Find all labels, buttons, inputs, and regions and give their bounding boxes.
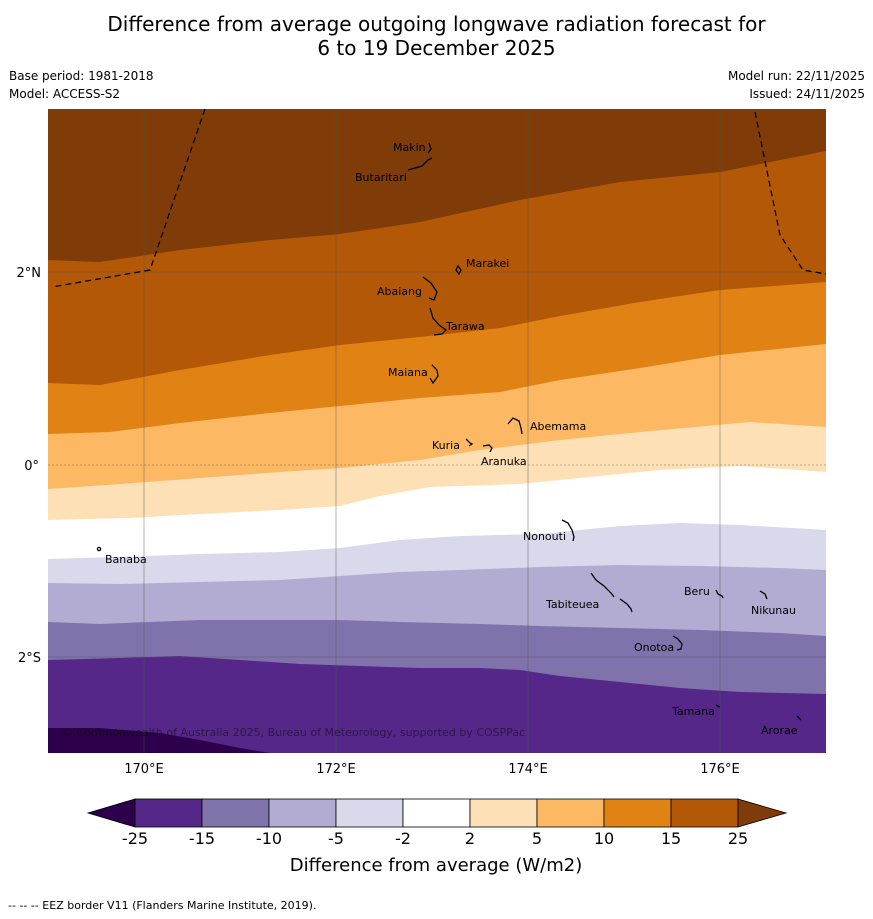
band-lt-minus25 xyxy=(48,728,270,753)
colorbar-bin-2 xyxy=(201,798,270,828)
label-tarawa: Tarawa xyxy=(445,320,485,333)
label-makin: Makin xyxy=(393,141,426,154)
axis-labels: 170°E 172°E 174°E 176°E 2°N 0° 2°S xyxy=(17,266,740,777)
colorbar-label: Difference from average (W/m2) xyxy=(290,855,582,876)
lat-tick-0: 0° xyxy=(24,459,39,474)
lon-tick-176e: 176°E xyxy=(700,762,740,777)
lat-tick-2n: 2°N xyxy=(17,266,42,281)
label-nonouti: Nonouti xyxy=(523,530,566,543)
cb-tick-2: -10 xyxy=(256,829,282,848)
label-onotoa: Onotoa xyxy=(634,641,674,654)
island-makin xyxy=(427,142,432,154)
colorbar-bin-3 xyxy=(268,798,337,828)
cb-tick-1: -15 xyxy=(189,829,215,848)
label-tabiteuea: Tabiteuea xyxy=(545,598,599,611)
cb-tick-9: 25 xyxy=(728,829,748,848)
issued-date: Issued: 24/11/2025 xyxy=(749,87,865,101)
cb-tick-5: 2 xyxy=(465,829,475,848)
island-banaba xyxy=(96,546,102,552)
island-nikunau xyxy=(759,590,768,600)
cb-tick-4: -2 xyxy=(395,829,411,848)
contour-fill xyxy=(48,109,826,753)
model-run: Model run: 22/11/2025 xyxy=(727,69,865,83)
colorbar-bin-9 xyxy=(670,798,739,828)
eez-border-east xyxy=(754,111,827,275)
islands xyxy=(96,142,802,721)
island-marakei xyxy=(455,264,462,276)
cb-tick-6: 5 xyxy=(532,829,542,848)
colorbar-extend-high xyxy=(737,798,788,828)
island-aranuka xyxy=(482,444,493,453)
eez-border-west xyxy=(51,108,206,288)
island-abemama xyxy=(507,417,523,435)
label-abemama: Abemama xyxy=(530,420,586,433)
meta-left: Base period: 1981-2018 Model: ACCESS-S2 xyxy=(9,67,154,103)
cb-tick-8: 15 xyxy=(661,829,681,848)
label-maiana: Maiana xyxy=(388,366,428,379)
map-title: Difference from average outgoing longwav… xyxy=(0,12,873,60)
island-abaiang xyxy=(422,276,438,301)
island-kuria xyxy=(465,438,474,447)
base-period: Base period: 1981-2018 xyxy=(9,69,154,83)
lon-tick-174e: 174°E xyxy=(508,762,548,777)
footnote-eez: -- -- -- EEZ border V11 (Flanders Marine… xyxy=(8,899,317,912)
island-tamana xyxy=(715,704,721,708)
gridlines xyxy=(48,109,826,753)
island-tabiteuea xyxy=(590,572,633,613)
meta-right: Model run: 22/11/2025 Issued: 24/11/2025 xyxy=(728,67,865,103)
cb-tick-3: -5 xyxy=(328,829,344,848)
title-line-2: 6 to 19 December 2025 xyxy=(317,36,556,60)
band-minus25-minus15 xyxy=(48,656,826,753)
eez-border xyxy=(51,108,827,288)
colorbar-bin-1 xyxy=(134,798,203,828)
island-tarawa xyxy=(429,307,448,336)
label-tamana: Tamana xyxy=(671,705,715,718)
label-arorae: Arorae xyxy=(761,724,798,737)
label-abaiang: Abaiang xyxy=(377,285,422,298)
island-onotoa xyxy=(672,635,683,651)
island-maiana xyxy=(429,364,439,385)
label-kuria: Kuria xyxy=(432,439,460,452)
colorbar-bin-5 xyxy=(402,798,471,828)
label-marakei: Marakei xyxy=(466,257,509,270)
colorbar-bin-4 xyxy=(335,798,404,828)
label-nikunau: Nikunau xyxy=(751,604,796,617)
lat-tick-2s: 2°S xyxy=(18,651,41,666)
label-aranuka: Aranuka xyxy=(481,455,527,468)
title-line-1: Difference from average outgoing longwav… xyxy=(107,12,766,36)
label-beru: Beru xyxy=(684,585,710,598)
copyright-watermark: © Commonwealth of Australia 2025, Bureau… xyxy=(62,726,525,739)
island-arorae xyxy=(796,715,802,721)
place-labels: Makin Butaritari Marakei Abaiang Tarawa … xyxy=(105,141,798,737)
label-butaritari: Butaritari xyxy=(355,171,407,184)
colorbar xyxy=(86,798,788,828)
island-nonouti xyxy=(561,519,575,542)
colorbar-bin-7 xyxy=(536,798,605,828)
model-name: Model: ACCESS-S2 xyxy=(9,87,121,101)
colorbar-bin-6 xyxy=(469,798,538,828)
lon-tick-170e: 170°E xyxy=(124,762,164,777)
cb-tick-7: 10 xyxy=(594,829,614,848)
island-beru xyxy=(715,589,724,599)
lon-tick-172e: 172°E xyxy=(316,762,356,777)
colorbar-extend-low xyxy=(86,798,136,828)
cb-tick-0: -25 xyxy=(122,829,148,848)
island-butaritari xyxy=(407,157,433,171)
colorbar-bin-8 xyxy=(603,798,672,828)
label-banaba: Banaba xyxy=(105,553,147,566)
colorbar-ticks: -25 -15 -10 -5 -2 2 5 10 15 25 xyxy=(122,829,748,848)
